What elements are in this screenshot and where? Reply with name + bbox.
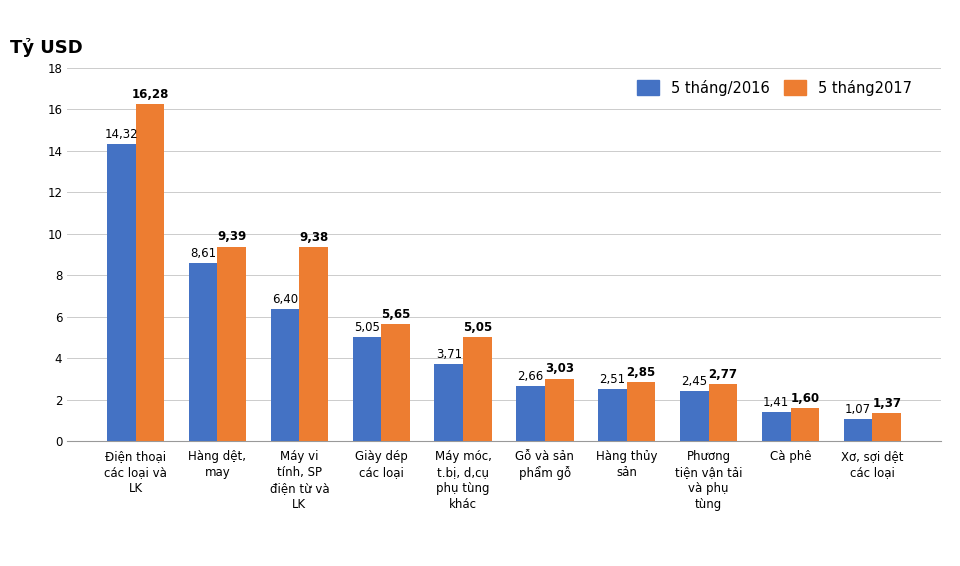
Text: 8,61: 8,61 — [190, 247, 216, 260]
Text: 6,40: 6,40 — [272, 293, 298, 306]
Bar — [516, 386, 545, 441]
Text: 16,28: 16,28 — [132, 88, 169, 101]
Bar — [873, 413, 901, 441]
Text: 1,41: 1,41 — [763, 396, 789, 409]
Text: 5,05: 5,05 — [354, 320, 380, 333]
Bar — [791, 408, 819, 441]
Text: 2,77: 2,77 — [708, 368, 737, 381]
Text: 3,03: 3,03 — [544, 362, 574, 375]
Bar — [627, 383, 656, 441]
Bar — [844, 419, 873, 441]
Bar — [545, 379, 573, 441]
Bar — [189, 263, 217, 441]
Text: Tỷ USD: Tỷ USD — [11, 38, 84, 57]
Bar — [435, 365, 463, 441]
Bar — [680, 391, 708, 441]
Bar — [352, 337, 381, 441]
Text: 1,60: 1,60 — [790, 392, 820, 405]
Bar — [598, 389, 627, 441]
Text: 5,65: 5,65 — [381, 308, 410, 321]
Legend: 5 tháng/2016, 5 tháng2017: 5 tháng/2016, 5 tháng2017 — [633, 75, 916, 100]
Bar — [381, 324, 410, 441]
Bar — [135, 104, 164, 441]
Text: 3,71: 3,71 — [436, 348, 462, 361]
Bar — [762, 412, 791, 441]
Bar — [463, 337, 492, 441]
Bar — [217, 247, 246, 441]
Text: 14,32: 14,32 — [105, 128, 138, 141]
Bar — [107, 144, 135, 441]
Text: 2,51: 2,51 — [599, 373, 626, 386]
Text: 9,39: 9,39 — [217, 230, 247, 243]
Bar — [708, 384, 737, 441]
Text: 9,38: 9,38 — [299, 231, 328, 244]
Text: 2,45: 2,45 — [682, 375, 708, 388]
Text: 5,05: 5,05 — [463, 320, 492, 333]
Text: 2,85: 2,85 — [627, 366, 656, 379]
Bar — [300, 247, 328, 441]
Text: 2,66: 2,66 — [517, 370, 543, 383]
Bar — [271, 308, 300, 441]
Text: 1,07: 1,07 — [845, 403, 871, 416]
Text: 1,37: 1,37 — [873, 397, 901, 410]
